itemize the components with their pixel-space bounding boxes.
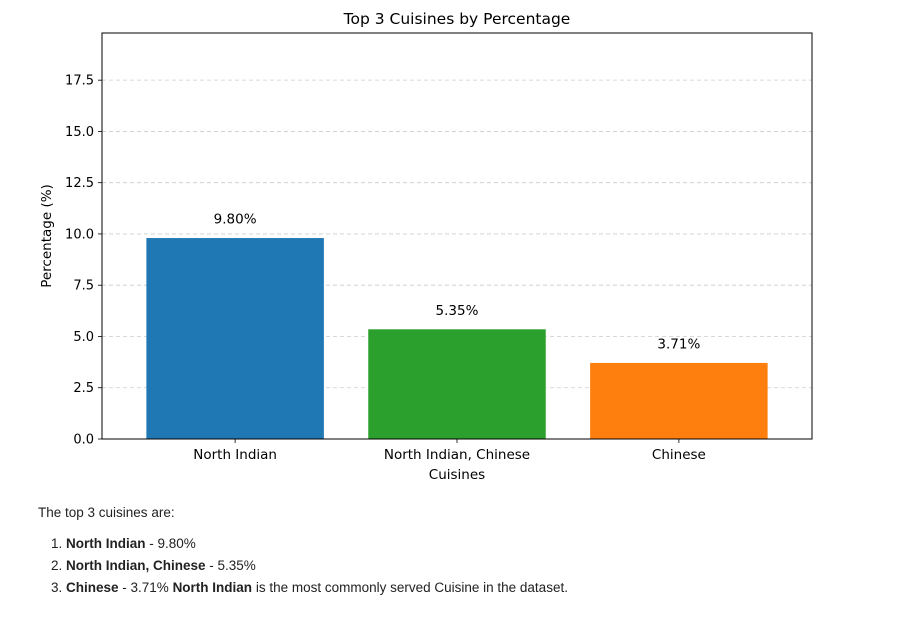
summary-text: The top 3 cuisines are: North Indian - 9… (38, 505, 898, 602)
y-axis-label: Percentage (%) (39, 184, 55, 288)
bar (368, 329, 546, 439)
x-axis-label: Cuisines (429, 467, 485, 483)
x-tick-label: North Indian, Chinese (384, 447, 530, 463)
bar (590, 362, 768, 439)
cuisine-name: North Indian, Chinese (66, 558, 206, 573)
y-tick-label: 10.0 (65, 227, 94, 242)
cuisine-value: - 9.80% (145, 536, 196, 551)
top-cuisines-list: North Indian - 9.80% North Indian, Chine… (38, 536, 898, 596)
x-axis-ticks: North Indian North Indian, Chinese Chinese (193, 439, 706, 463)
y-tick-label: 2.5 (73, 381, 94, 396)
y-tick-label: 5.0 (73, 330, 94, 345)
cuisine-name: Chinese (66, 580, 119, 595)
bar-chart: Top 3 Cuisines by Percentage 9.80% 5.35% 3… (39, 10, 813, 483)
x-tick-label: North Indian (193, 447, 277, 463)
y-tick-label: 17.5 (65, 74, 94, 89)
list-item: North Indian, Chinese - 5.35% (66, 558, 898, 574)
y-tick-label: 0.0 (73, 433, 94, 448)
y-tick-label: 15.0 (65, 125, 94, 140)
conclusion-cuisine: North Indian (172, 580, 253, 595)
bar (146, 238, 324, 439)
bar-data-labels: 9.80% 5.35% 3.71% (214, 212, 701, 353)
list-item: Chinese - 3.71% North Indian is the most… (66, 580, 898, 596)
bar-data-label: 5.35% (436, 303, 479, 319)
bar-data-label: 3.71% (657, 336, 700, 352)
list-item: North Indian - 9.80% (66, 536, 898, 552)
cuisine-value: - 3.71% (118, 580, 173, 595)
cuisine-value: - 5.35% (205, 558, 256, 573)
y-axis-ticks: 0.0 2.5 5.0 7.5 10.0 12.5 15.0 17.5 (65, 74, 102, 448)
cuisine-name: North Indian (66, 536, 146, 551)
summary-intro: The top 3 cuisines are: (38, 505, 175, 520)
conclusion-text: is the most commonly served Cuisine in t… (252, 580, 568, 595)
chart-title: Top 3 Cuisines by Percentage (343, 10, 571, 28)
bar-data-label: 9.80% (214, 212, 257, 228)
x-tick-label: Chinese (652, 447, 706, 463)
bars (146, 238, 768, 439)
y-tick-label: 12.5 (65, 176, 94, 191)
y-tick-label: 7.5 (73, 279, 94, 294)
